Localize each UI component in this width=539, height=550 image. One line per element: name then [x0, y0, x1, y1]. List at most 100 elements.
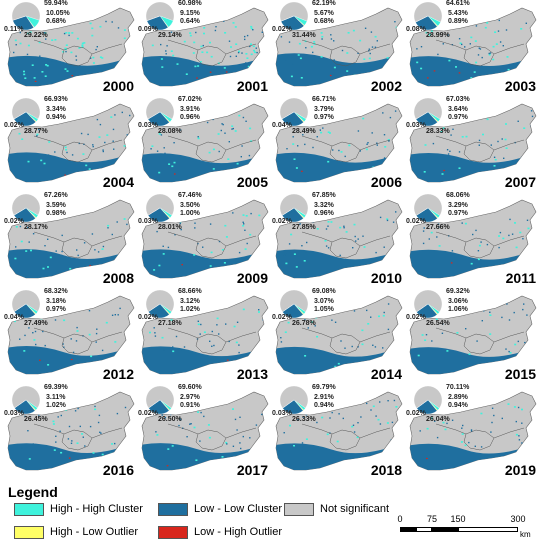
high-high-cell: [523, 73, 526, 76]
admin-boundary: [329, 429, 361, 451]
low-low-cell: [508, 234, 510, 237]
low-low-cell: [116, 412, 119, 415]
high-high-cell: [337, 362, 340, 365]
low-low-cell: [478, 139, 481, 142]
admin-boundary: [61, 141, 93, 163]
admin-boundary: [329, 237, 361, 259]
low-low-cell: [43, 216, 45, 219]
high-high-cell: [258, 214, 261, 217]
low-low-cell: [297, 145, 299, 147]
pie-slice-low-high: [146, 15, 161, 22]
low-low-cell: [458, 38, 461, 40]
pct-high-low: 0.64%: [180, 18, 200, 25]
pct-low-high: 0.09%: [138, 26, 158, 33]
low-low-cell: [236, 429, 238, 431]
low-low-cell: [92, 145, 94, 148]
pct-high-high: 3.34%: [46, 106, 66, 113]
low-low-cell: [200, 411, 202, 414]
year-label: 2009: [236, 270, 268, 286]
low-low-cell: [242, 221, 244, 223]
high-high-cell: [238, 50, 241, 53]
high-high-cell: [38, 41, 41, 44]
high-high-cell: [65, 32, 68, 34]
high-high-cell: [221, 456, 224, 458]
low-low-cell: [41, 314, 43, 316]
low-low-cell: [364, 110, 366, 112]
high-high-cell: [470, 36, 473, 39]
low-low-cell: [388, 140, 390, 142]
low-low-cell: [47, 238, 49, 240]
low-low-cell: [312, 146, 314, 149]
low-low-cell: [498, 246, 500, 249]
admin-boundary-line: [33, 423, 123, 439]
low-low-cell: [200, 323, 202, 326]
low-low-cell: [302, 446, 304, 448]
high-high-cell: [523, 127, 526, 129]
low-high-cell: [89, 265, 91, 267]
low-low-cell: [15, 246, 17, 248]
high-high-cell: [242, 308, 245, 311]
high-high-cell: [363, 58, 366, 60]
low-low-cell: [356, 306, 358, 309]
high-high-cell: [14, 257, 17, 260]
high-high-cell: [530, 354, 533, 356]
high-high-cell: [456, 332, 459, 334]
low-low-cell: [477, 54, 480, 56]
low-low-cell: [526, 219, 529, 221]
low-low-cell: [228, 340, 230, 343]
low-low-cell: [490, 144, 492, 146]
low-low-cell: [117, 314, 119, 316]
pie-slice-low-high: [281, 111, 295, 120]
high-high-cell: [189, 32, 192, 34]
low-high-cell: [443, 169, 445, 172]
high-high-cell: [417, 354, 420, 357]
high-high-cell: [352, 29, 355, 32]
high-high-cell: [210, 251, 213, 254]
low-low-cell: [240, 447, 242, 450]
low-low-cell: [499, 41, 502, 43]
high-high-cell: [320, 131, 323, 134]
low-low-cell: [522, 308, 524, 311]
high-high-cell: [475, 213, 478, 216]
year-label: 2004: [102, 174, 134, 190]
low-low-cell: [508, 350, 510, 353]
admin-boundary-line: [435, 423, 525, 439]
high-high-cell: [498, 235, 501, 237]
pie-slice-not-significant: [145, 1, 175, 21]
low-low-cell: [178, 424, 180, 427]
low-low-cell: [330, 38, 333, 40]
high-high-cell: [334, 365, 337, 368]
high-high-cell: [193, 254, 196, 256]
high-high-cell: [530, 40, 533, 42]
pct-low-high: 0.08%: [406, 26, 426, 33]
low-low-cell: [288, 41, 291, 43]
low-low-cell: [352, 247, 354, 249]
low-low-cell: [242, 435, 244, 438]
high-high-cell: [240, 74, 243, 77]
pct-high-high: 2.97%: [180, 394, 200, 401]
low-low-cell: [88, 310, 91, 312]
high-high-cell: [44, 75, 47, 77]
pct-high-low: 0.96%: [314, 210, 334, 217]
high-high-cell: [468, 353, 471, 355]
low-low-cell: [199, 333, 201, 335]
high-high-cell: [250, 25, 253, 28]
pct-high-low: 1.06%: [448, 306, 468, 313]
low-low-cell: [357, 130, 360, 132]
low-low-cell: [174, 234, 176, 236]
map-panel-2015: 69.32% 3.06% 1.06% 0.02% 26.54% 2015: [406, 288, 539, 384]
high-high-cell: [230, 46, 232, 48]
low-low-cell: [245, 62, 247, 64]
low-low-cell: [166, 45, 168, 47]
high-high-cell: [197, 323, 200, 326]
year-label: 2002: [370, 78, 402, 94]
low-low-cell: [389, 116, 392, 119]
high-high-cell: [92, 452, 95, 454]
high-high-cell: [320, 32, 323, 34]
legend-title: Legend: [8, 484, 58, 500]
high-high-cell: [300, 77, 303, 79]
low-low-cell: [288, 243, 291, 245]
legend-label-high-low: High - Low Outlier: [50, 526, 139, 538]
low-low-cell: [280, 36, 283, 38]
low-low-cell: [299, 223, 301, 225]
